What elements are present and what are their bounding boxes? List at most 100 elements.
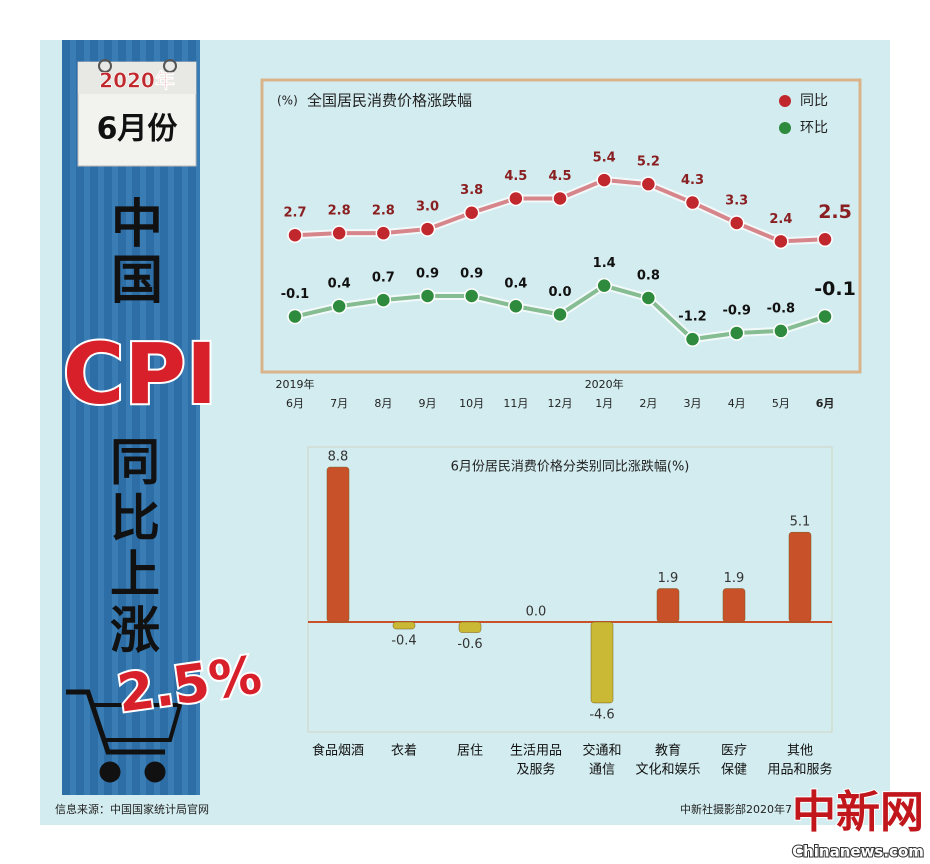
x-tick-label: 12月 <box>548 397 573 410</box>
legend-label: 同比 <box>800 93 828 109</box>
legend-swatch <box>779 95 791 107</box>
value-label: -0.1 <box>281 287 309 302</box>
point <box>773 323 789 339</box>
point <box>287 308 303 325</box>
chart-title: 全国居民消费价格涨跌幅 <box>307 92 472 110</box>
bar <box>392 621 416 630</box>
x-tick-label: 食品烟酒 <box>312 743 364 759</box>
value-label: -4.6 <box>589 707 614 722</box>
value-label: 4.3 <box>681 173 704 188</box>
value-label: 1.4 <box>593 256 616 271</box>
year-label: 2019年 <box>276 377 315 391</box>
point <box>728 215 745 231</box>
bar-chart-frame <box>307 446 833 733</box>
value-label: -0.6 <box>457 637 482 652</box>
site: Chinanews.com <box>792 843 924 861</box>
legend-label: 环比 <box>800 120 828 136</box>
x-tick-label: 交通和 <box>582 743 621 759</box>
value-label: 2.8 <box>372 204 395 219</box>
x-tick-label: 1月 <box>595 397 613 410</box>
point <box>684 331 701 347</box>
country: 国 <box>111 251 163 311</box>
x-tick-label: 2月 <box>639 397 657 410</box>
point <box>287 227 303 243</box>
value-label: 2.4 <box>769 212 792 227</box>
x-tick-label: 7月 <box>330 397 348 410</box>
bar <box>788 531 812 623</box>
bar <box>656 588 680 623</box>
x-tick-label: 医疗 <box>721 744 747 759</box>
point <box>463 204 480 221</box>
value-label: 0.4 <box>504 277 527 292</box>
value-label: -0.4 <box>391 634 416 649</box>
x-tick-label: 11月 <box>503 397 528 410</box>
point <box>331 298 347 314</box>
value-label: 3.0 <box>416 200 439 215</box>
point <box>508 190 524 207</box>
point <box>640 290 657 306</box>
year-label: 2020年 <box>585 377 624 391</box>
bar <box>458 621 482 633</box>
point <box>375 292 392 308</box>
value-label: -1.2 <box>678 310 706 325</box>
x-tick-label: 9月 <box>419 397 437 410</box>
x-tick-label: 6月 <box>286 397 304 410</box>
trend: 同 <box>110 434 160 492</box>
point <box>817 308 833 325</box>
point <box>596 277 612 294</box>
point <box>508 298 524 314</box>
point <box>419 288 436 304</box>
bar <box>590 621 614 704</box>
x-tick-label: 6月 <box>816 397 835 410</box>
x-tick-label: 生活用品 <box>510 744 562 759</box>
value-label: 1.9 <box>724 571 745 586</box>
legend-swatch <box>779 122 791 134</box>
x-tick-label: 其他 <box>787 744 813 759</box>
value-label: 3.3 <box>725 193 748 208</box>
value-label: 5.1 <box>790 515 811 530</box>
value-label: 4.5 <box>549 169 572 184</box>
credit: 中新社摄影部2020年7 <box>680 802 792 816</box>
point <box>463 288 480 304</box>
trend: 涨 <box>110 602 160 660</box>
x-tick-label: 用品和服务 <box>767 762 832 778</box>
country: 中 <box>111 195 163 255</box>
point <box>640 176 657 192</box>
calendar <box>77 59 197 167</box>
bar <box>722 588 746 623</box>
x-tick-label: 教育 <box>655 743 681 759</box>
x-tick-label: 及服务 <box>516 762 555 778</box>
point <box>375 225 392 241</box>
x-tick-label: 衣着 <box>391 743 417 759</box>
chart-title: 6月份居民消费价格分类别同比涨跌幅(%) <box>451 459 690 475</box>
x-tick-label: 5月 <box>772 397 790 410</box>
value-label: 8.8 <box>328 450 349 465</box>
chart-unit: (%) <box>277 94 298 108</box>
x-tick-label: 3月 <box>684 397 702 410</box>
x-tick-label: 4月 <box>728 397 746 410</box>
point <box>552 306 568 323</box>
value-label: -0.8 <box>767 301 795 316</box>
bar <box>326 466 350 623</box>
value-label: 0.0 <box>549 285 572 300</box>
point <box>817 231 833 248</box>
point <box>773 233 789 250</box>
x-tick-label: 通信 <box>589 763 615 778</box>
value-label: 3.8 <box>460 183 483 198</box>
trend: 比 <box>110 490 160 548</box>
value-label: 5.4 <box>593 151 616 166</box>
value-label: 1.9 <box>658 571 679 586</box>
month: 6月份 <box>97 112 178 147</box>
point <box>728 325 745 341</box>
point <box>331 225 347 241</box>
value-label: 0.8 <box>637 269 660 284</box>
point <box>596 172 612 188</box>
cpi: CPI <box>63 325 217 423</box>
value-label: 0.9 <box>460 266 483 281</box>
point <box>684 194 701 211</box>
cart <box>66 689 183 783</box>
watermark: 中新网 <box>792 787 924 838</box>
value-label: 0.7 <box>372 271 395 286</box>
